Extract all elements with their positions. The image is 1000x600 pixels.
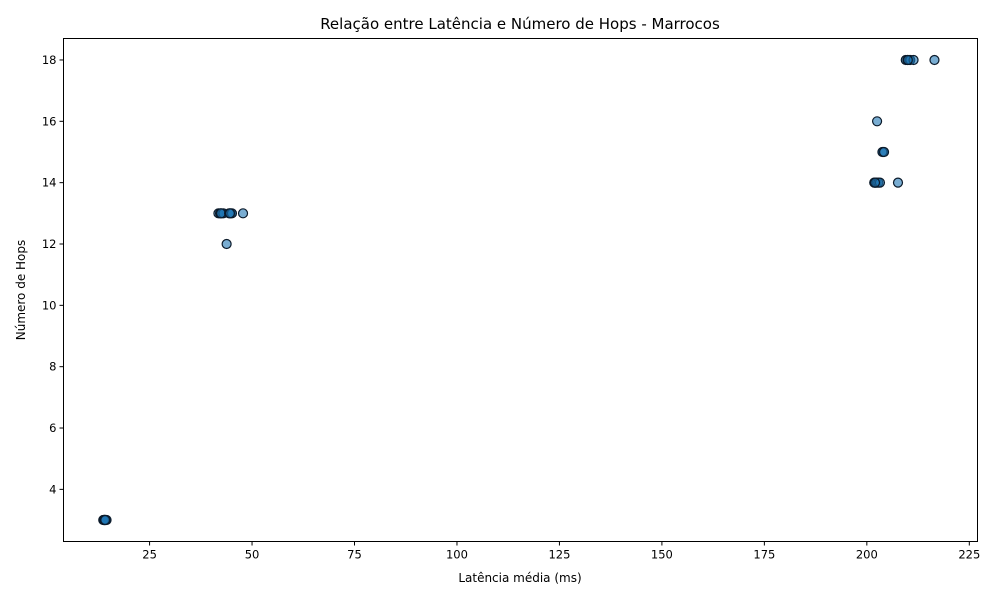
x-tick-label: 200 <box>856 548 878 562</box>
data-point <box>878 146 890 158</box>
data-point <box>237 208 249 219</box>
y-tick-label: 16 <box>42 114 57 128</box>
x-tick-label: 75 <box>347 548 362 562</box>
data-point <box>929 54 940 66</box>
x-tick-label: 225 <box>958 548 980 562</box>
data-point <box>871 116 883 127</box>
y-tick-label: 14 <box>42 176 57 190</box>
plot-frame <box>63 38 978 542</box>
y-tick-label: 8 <box>49 360 56 374</box>
y-tick-label: 12 <box>42 237 57 251</box>
x-tick-label: 175 <box>753 548 775 562</box>
data-point <box>869 177 881 188</box>
axis-ticks: 25 50 75 100 125 150 175 200 225 4 6 8 10 12 14 16 18 <box>42 53 980 562</box>
x-tick-label: 50 <box>245 548 260 562</box>
data-point <box>892 177 904 188</box>
y-tick-label: 10 <box>42 298 57 312</box>
x-tick-label: 125 <box>548 548 570 562</box>
data-point <box>902 54 913 66</box>
data-points <box>98 54 940 526</box>
y-axis-label: Número de Hops <box>14 240 28 341</box>
data-point <box>100 514 111 526</box>
x-tick-label: 25 <box>142 548 157 562</box>
data-point <box>221 238 232 250</box>
x-axis-label: Latência média (ms) <box>458 571 581 585</box>
y-tick-label: 4 <box>49 482 56 496</box>
y-tick-label: 18 <box>42 53 57 67</box>
chart-title: Relação entre Latência e Número de Hops … <box>320 15 720 33</box>
x-tick-label: 150 <box>651 548 673 562</box>
data-point <box>224 208 236 219</box>
y-tick-label: 6 <box>49 421 56 435</box>
x-tick-label: 100 <box>446 548 468 562</box>
